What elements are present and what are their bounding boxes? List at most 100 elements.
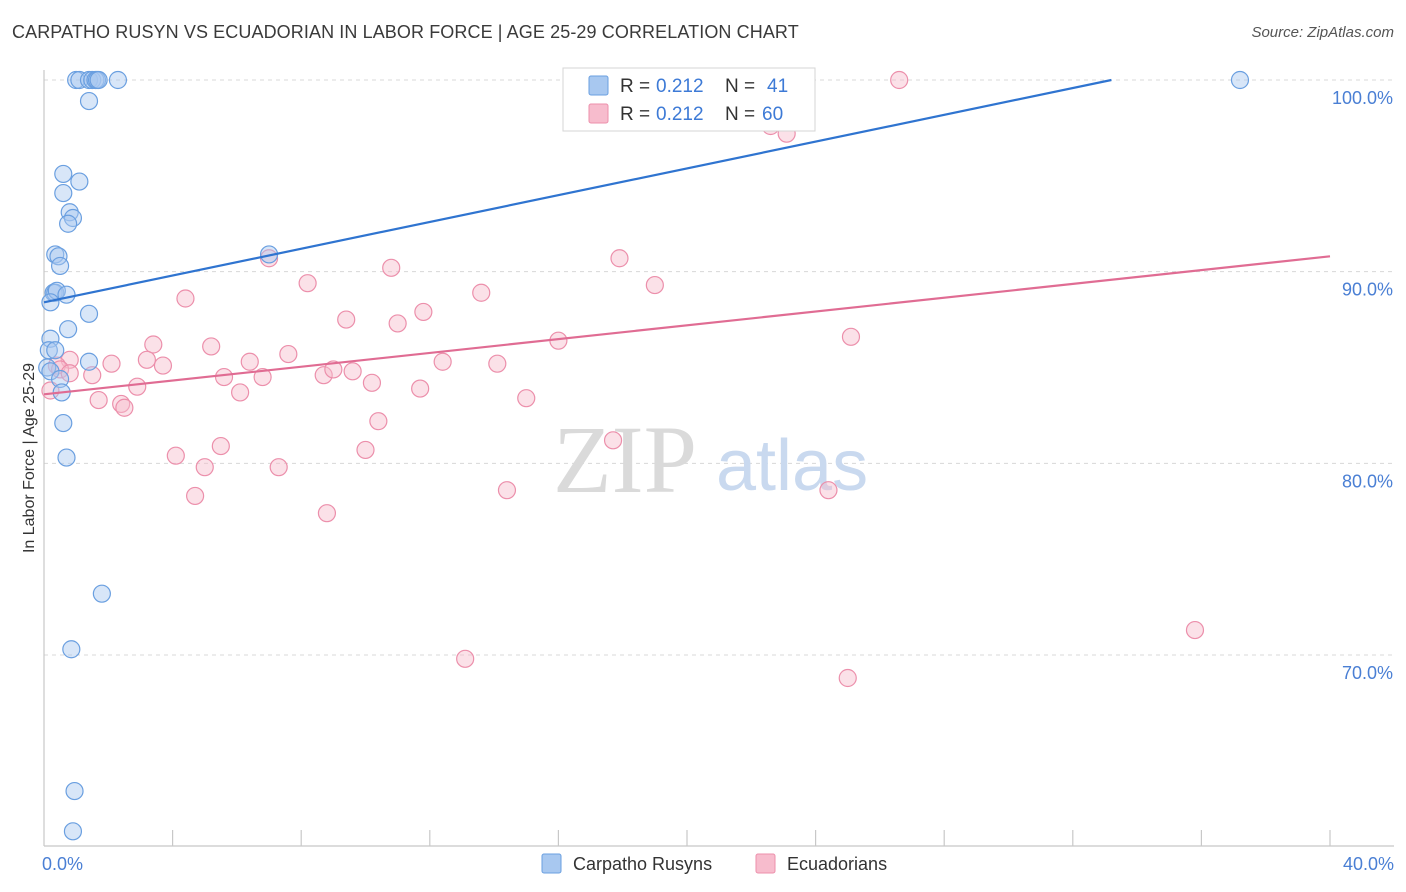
- watermark: ZIP atlas: [553, 406, 868, 513]
- series-legend-label-carpatho: Carpatho Rusyns: [573, 854, 712, 874]
- watermark-atlas: atlas: [716, 426, 868, 506]
- source-label: Source: ZipAtlas.com: [1251, 24, 1394, 41]
- stats-legend-swatch-pink: [588, 103, 609, 124]
- ecuadorians-point: [324, 360, 343, 379]
- ecuadorians-point: [83, 366, 102, 385]
- series-legend-swatch-carpatho: [541, 853, 562, 874]
- chart-title: CARPATHO RUSYN VS ECUADORIAN IN LABOR FO…: [12, 22, 799, 42]
- ecuadorians-point: [343, 362, 362, 381]
- ecuadorians-point: [517, 389, 536, 408]
- ecuadorians-point: [211, 436, 230, 456]
- carpatho-rusyns-point: [50, 369, 70, 389]
- y-tick-label: 90.0%: [1342, 280, 1393, 300]
- carpatho-rusyns-point: [46, 245, 65, 264]
- carpatho-rusyns-point: [57, 285, 76, 304]
- ecuadorians-point: [382, 258, 401, 277]
- ecuadorians-point: [337, 310, 356, 329]
- ecuadorians-point: [356, 440, 375, 460]
- stats-legend-swatch-blue: [588, 75, 609, 96]
- ecuadorians-point: [497, 481, 517, 500]
- ecuadorians-point: [317, 504, 337, 523]
- carpatho-rusyns-point: [79, 91, 99, 111]
- carpatho-rusyns-point: [1230, 70, 1250, 90]
- carpatho-rusyns-point: [108, 70, 128, 90]
- stats-legend-r-label-1: R =: [620, 76, 650, 97]
- stats-legend-r-value-1: 0.212: [656, 76, 704, 97]
- ecuadorians-point: [488, 354, 507, 373]
- ecuadorians-point: [841, 327, 861, 346]
- y-tick-label: 70.0%: [1342, 663, 1393, 683]
- ecuadorians-trend-line: [43, 255, 1331, 396]
- series-legend-swatch-ecuadorians: [755, 853, 776, 874]
- ecuadorians-point: [137, 350, 156, 369]
- ecuadorians-point: [369, 412, 388, 431]
- x-tick-label: 40.0%: [1343, 854, 1394, 874]
- ecuadorians-point: [128, 377, 147, 396]
- ecuadorians-point: [890, 70, 909, 90]
- ecuadorians-point: [269, 458, 288, 477]
- ecuadorians-point: [102, 354, 121, 373]
- ecuadorians-point: [433, 352, 452, 371]
- carpatho-rusyns-trend-line: [43, 78, 1112, 304]
- ecuadorians-point: [253, 367, 272, 387]
- stats-legend-n-value-2: 60: [762, 104, 783, 125]
- ecuadorians-point: [153, 356, 173, 375]
- ecuadorians-point: [411, 379, 430, 398]
- ecuadorians-point: [362, 373, 382, 392]
- carpatho-rusyns-point: [60, 203, 79, 222]
- carpatho-rusyns-point: [54, 413, 73, 433]
- ecuadorians-point: [1185, 620, 1205, 640]
- carpatho-rusyns-point: [46, 341, 65, 360]
- series-legend-label-ecuadorians: Ecuadorians: [787, 854, 887, 874]
- trend-lines: [43, 78, 1331, 396]
- ecuadorians-point: [388, 314, 407, 333]
- carpatho-rusyns-point: [41, 329, 60, 348]
- ecuadorians-point: [240, 352, 259, 371]
- carpatho-rusyns-point: [92, 584, 111, 603]
- stats-legend-n-value-1: 41: [767, 76, 788, 97]
- ecuadorians-point: [89, 390, 108, 410]
- ecuadorians-point: [610, 249, 629, 268]
- carpatho-rusyns-point: [57, 448, 76, 467]
- carpatho-rusyns-point: [62, 640, 81, 659]
- ecuadorians-points: [41, 70, 1205, 688]
- carpatho-rusyns-point: [63, 208, 83, 228]
- ecuadorians-point: [186, 486, 205, 506]
- ecuadorians-point: [166, 446, 185, 465]
- stats-legend: R = 0.212 N = 41 R = 0.212 N = 60: [562, 67, 816, 132]
- ecuadorians-point: [279, 344, 298, 364]
- ecuadorians-point: [195, 458, 214, 477]
- ecuadorians-point: [60, 364, 79, 383]
- ecuadorians-point: [144, 335, 163, 354]
- ecuadorians-point: [819, 481, 838, 500]
- y-axis-label: In Labor Force | Age 25-29: [21, 363, 38, 553]
- carpatho-rusyns-point: [89, 70, 108, 90]
- ecuadorians-point: [115, 398, 134, 417]
- carpatho-rusyns-point: [63, 822, 83, 841]
- watermark-zip: ZIP: [553, 406, 697, 513]
- carpatho-rusyns-point: [79, 352, 99, 371]
- ecuadorians-point: [202, 337, 221, 356]
- ecuadorians-point: [838, 668, 857, 688]
- x-tick-labels: 0.0% 40.0%: [42, 854, 1394, 874]
- ecuadorians-point: [456, 649, 475, 668]
- ecuadorians-point: [298, 274, 317, 293]
- y-tick-labels: 70.0% 80.0% 90.0% 100.0%: [1332, 88, 1393, 683]
- carpatho-rusyns-point: [79, 304, 99, 323]
- carpatho-rusyns-point: [70, 172, 89, 191]
- carpatho-rusyns-point: [54, 183, 73, 203]
- carpatho-rusyns-point: [41, 362, 60, 381]
- carpatho-rusyns-point: [50, 256, 70, 276]
- carpatho-rusyns-point: [70, 70, 89, 90]
- ecuadorians-point: [314, 366, 333, 385]
- carpatho-rusyns-point: [59, 320, 78, 339]
- ecuadorians-point: [176, 289, 195, 308]
- stats-legend-r-label-2: R =: [620, 104, 650, 125]
- carpatho-rusyns-point: [54, 164, 73, 184]
- ecuadorians-point: [231, 383, 250, 402]
- carpatho-rusyns-point: [65, 781, 84, 801]
- ecuadorians-point: [645, 275, 664, 295]
- ecuadorians-point: [603, 431, 623, 450]
- stats-legend-n-label-2: N =: [725, 104, 755, 125]
